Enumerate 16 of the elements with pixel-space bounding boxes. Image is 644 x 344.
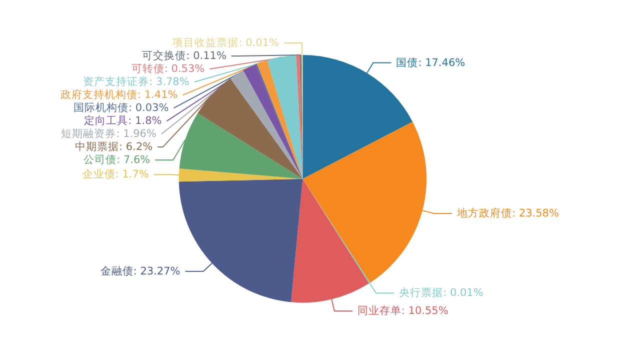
- slice-label: 项目收益票据: 0.01%: [172, 37, 279, 50]
- slice-label: 政府支持机构债: 1.41%: [60, 88, 178, 102]
- slice-label: 金融债: 23.27%: [100, 265, 180, 278]
- slice-label: 中期票据: 6.2%: [75, 140, 153, 154]
- slice-label: 公司债: 7.6%: [84, 154, 150, 166]
- slice-label: 资产支持证券: 3.78%: [83, 75, 190, 88]
- slice-label: 可交换债: 0.11%: [142, 49, 226, 62]
- slice-label: 国际机构债: 0.03%: [74, 102, 169, 114]
- slice-label: 同业存单: 10.55%: [357, 304, 448, 317]
- slice-label: 可转债: 0.53%: [131, 63, 205, 76]
- slice-label: 地方政府债: 23.58%: [456, 206, 559, 220]
- slice-label: 央行票据: 0.01%: [399, 286, 484, 300]
- slice-label: 国债: 17.46%: [396, 56, 466, 69]
- slice-label: 企业债: 1.7%: [82, 168, 149, 181]
- slice-label: 短期融资券: 1.96%: [61, 127, 156, 140]
- slice-label: 定向工具: 1.8%: [84, 114, 162, 128]
